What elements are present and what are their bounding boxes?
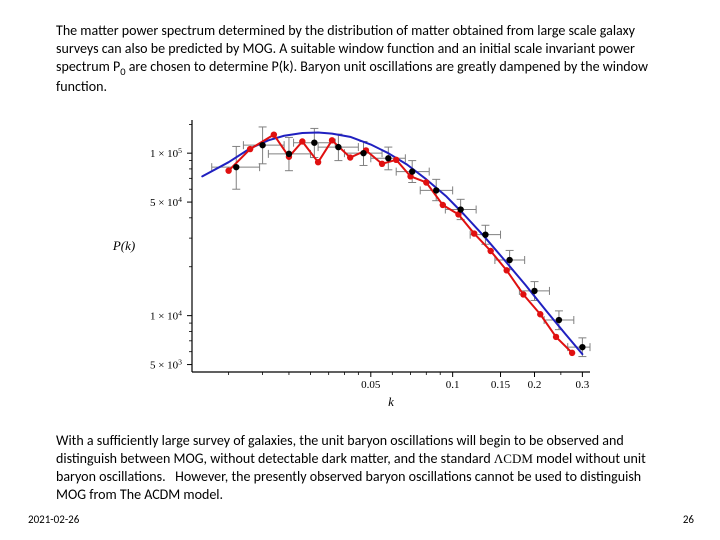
svg-text:0.3: 0.3 xyxy=(576,379,590,391)
svg-text:5 × 103: 5 × 103 xyxy=(150,357,182,372)
svg-text:0.15: 0.15 xyxy=(491,379,511,391)
power-spectrum-chart: 5 × 103 1 × 104 5 × 104 1 × 105 0.05 0.1 0.15 0… xyxy=(100,106,620,416)
svg-text:P(k): P(k) xyxy=(112,238,135,253)
svg-text:k: k xyxy=(388,394,394,409)
svg-text:1 × 105: 1 × 105 xyxy=(150,146,182,161)
footer-page-number: 26 xyxy=(683,513,694,526)
footer-date: 2021-02-26 xyxy=(28,513,79,526)
svg-text:0.05: 0.05 xyxy=(361,379,381,391)
paragraph-top: The matter power spectrum determined by … xyxy=(56,22,664,96)
svg-text:5 × 104: 5 × 104 xyxy=(150,195,182,210)
svg-text:0.1: 0.1 xyxy=(446,379,460,391)
svg-text:1 × 104: 1 × 104 xyxy=(150,308,182,323)
svg-text:0.2: 0.2 xyxy=(528,379,542,391)
paragraph-bottom: With a sufficiently large survey of gala… xyxy=(56,432,664,504)
